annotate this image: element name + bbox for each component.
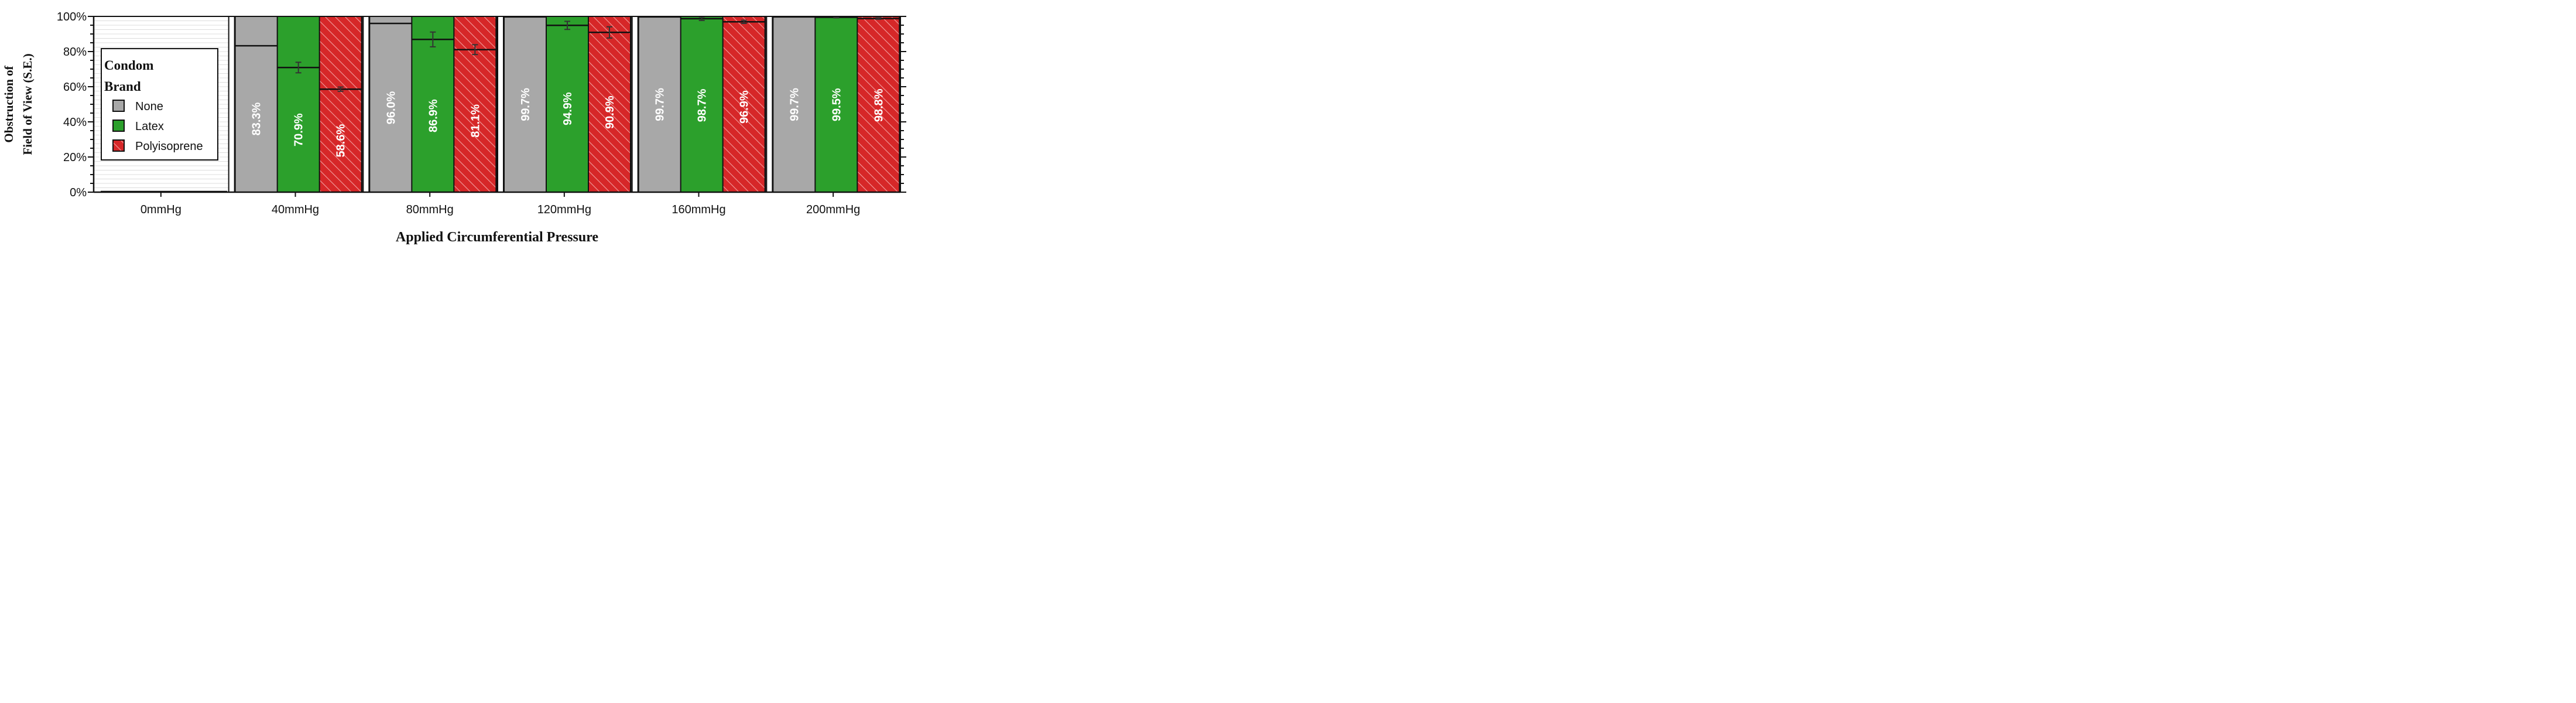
group-separator [364,16,369,192]
bar-data-label: 96.9% [738,90,751,124]
bar-data-label: 99.5% [830,88,843,121]
x-tick-label: 200mmHg [806,203,860,216]
bar-data-label: 98.8% [872,88,885,122]
bar-latex [816,17,857,192]
bar-data-label: 70.9% [293,113,306,146]
bar-data-label: 94.9% [561,92,574,125]
y-axis-title-line-2: Field of View (S.E.) [20,53,35,155]
legend-title-line-2: Brand [104,79,141,94]
bar-data-label: 99.7% [654,88,667,121]
bar-data-label: 96.0% [385,91,398,124]
group-separator [498,16,503,192]
bar-data-label: 86.9% [427,99,440,132]
x-tick-label: 160mmHg [672,203,725,216]
bar-polyisoprene [320,17,361,192]
group-separator [767,16,772,192]
bars: 83.3% 70.9% 58.6% 96.0% 86.9% 81.1% 99.7% 94.9%… [101,16,900,193]
bar-none [639,17,680,192]
bar-none [505,17,546,192]
legend-swatch-latex [112,120,125,132]
bar-polyisoprene [723,17,765,192]
bar-polyisoprene [589,17,630,192]
bar-latex [681,17,722,192]
bar-data-label: 81.1% [469,104,482,138]
legend-swatch-none [112,100,125,112]
y-tick-label: 20% [63,151,87,164]
legend-label-polyisoprene: Polyisoprene [135,140,203,153]
y-tick-label: 80% [63,46,87,59]
bar-data-label: 90.9% [604,95,616,129]
bar-data-label: 83.3% [251,102,263,135]
legend-label-latex: Latex [135,120,164,133]
legend-items: None Latex Polyisoprene [112,100,203,153]
bar-latex [278,17,319,192]
bar-data-label: 99.7% [788,88,801,121]
legend-title-line-1: Condom [104,58,153,73]
x-tick-label: 0mmHg [141,203,181,216]
x-tick-label: 120mmHg [537,203,591,216]
group-separator [229,16,234,192]
legend-swatch-polyisoprene [112,139,125,152]
y-tick-label: 0% [70,186,87,199]
y-tick-label: 40% [63,116,87,129]
bar-data-label: 99.7% [519,88,532,121]
axes: 0% 20% 40% 60% 80% 100% 0mmHg 40mmHg 80mmHg 120mm… [57,11,906,216]
y-tick-label: 60% [63,81,87,94]
y-axis-title-line-1: Obstruction of [2,65,16,142]
chart: 83.3% 70.9% 58.6% 96.0% 86.9% 81.1% 99.7% 94.9%… [2,11,906,245]
legend-label-none: None [135,100,163,113]
bar-latex [547,17,588,192]
group-separator [632,16,638,192]
bar-none [773,17,815,192]
bar-data-label: 98.7% [696,88,709,122]
bar-data-label: 58.6% [335,124,348,158]
x-axis-title: Applied Circumferential Pressure [396,230,599,245]
x-tick-label: 40mmHg [272,203,319,216]
legend: Condom Brand None Latex Polyisoprene [101,48,218,161]
y-tick-label: 100% [57,11,87,23]
bar-polyisoprene [858,17,899,192]
bar-none [370,17,412,192]
x-tick-label: 80mmHg [406,203,454,216]
